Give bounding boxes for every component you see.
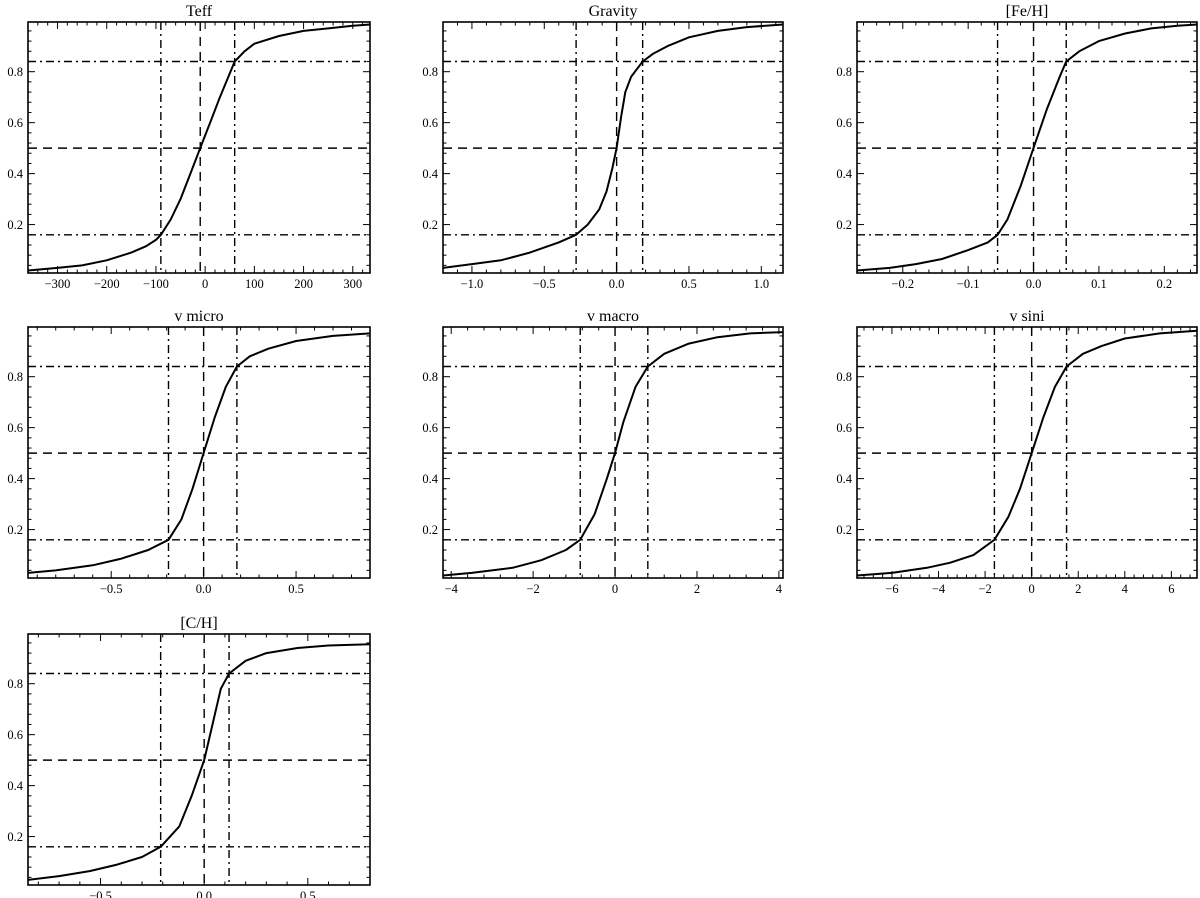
x-tick-label: 2 — [1075, 582, 1081, 596]
plot-frame — [442, 326, 784, 579]
x-tick-label: −1.0 — [461, 277, 484, 291]
x-tick-label: −100 — [143, 277, 169, 291]
x-tick-label: 0.0 — [1026, 277, 1042, 291]
y-tick-label: 0.8 — [7, 370, 23, 384]
series-line — [857, 23, 1197, 272]
x-tick-label: −4 — [932, 582, 946, 596]
x-tick-label: 0 — [612, 582, 618, 596]
series-line — [28, 643, 370, 881]
series-line — [28, 332, 370, 574]
panel-6: −6 −4 −2 0 2 4 6 0.2 0.4 0.6 0.8 v sini — [836, 308, 1198, 596]
panel-4: −0.5 0.0 0.5 0.2 0.4 0.6 0.8 v micro — [7, 308, 371, 596]
y-tick-label: 0.8 — [836, 65, 852, 79]
x-tick-label: −6 — [885, 582, 898, 596]
x-tick-label: 0 — [202, 277, 208, 291]
x-tick-label: 0.1 — [1091, 277, 1107, 291]
y-tick-label: 0.2 — [836, 523, 852, 537]
x-tick-label: −0.5 — [100, 582, 123, 596]
x-tick-label: 4 — [1122, 582, 1129, 596]
panel-title: v macro — [587, 308, 639, 325]
x-tick-label: 0.0 — [196, 889, 212, 898]
panel-5: −4 −2 0 2 4 0.2 0.4 0.6 0.8 v macro — [422, 308, 784, 596]
panel-7: −0.5 0.0 0.5 0.2 0.4 0.6 0.8 [C/H] — [7, 615, 371, 898]
x-tick-label: −0.5 — [89, 889, 112, 898]
panel-3: −0.2 −0.1 0.0 0.1 0.2 0.2 0.4 0.6 0.8 [Fe/H] — [836, 3, 1198, 291]
panel-1: −300 −200 −100 0 100 200 300 0.2 0.4 0.6 0.8 Teff — [7, 3, 371, 291]
plot-frame — [27, 326, 371, 579]
series-line — [443, 23, 783, 269]
y-tick-label: 0.6 — [422, 116, 438, 130]
y-tick-label: 0.8 — [7, 65, 23, 79]
y-tick-label: 0.6 — [7, 421, 23, 435]
y-tick-label: 0.8 — [422, 65, 438, 79]
series-line — [443, 331, 783, 577]
panel-title: v micro — [174, 308, 223, 325]
y-tick-label: 0.6 — [836, 421, 852, 435]
x-tick-label: −200 — [94, 277, 120, 291]
y-tick-label: 0.4 — [836, 167, 852, 181]
y-tick-label: 0.8 — [7, 677, 23, 691]
y-tick-label: 0.6 — [422, 421, 438, 435]
y-tick-label: 0.2 — [836, 218, 852, 232]
x-tick-label: −300 — [45, 277, 71, 291]
y-tick-label: 0.2 — [422, 218, 438, 232]
x-tick-label: −2 — [526, 582, 539, 596]
x-tick-label: 0.5 — [681, 277, 697, 291]
plot-frame — [856, 326, 1198, 579]
y-tick-label: 0.2 — [422, 523, 438, 537]
y-tick-label: 0.2 — [7, 523, 23, 537]
x-tick-label: 100 — [245, 277, 264, 291]
x-tick-label: −0.1 — [957, 277, 980, 291]
y-tick-label: 0.4 — [7, 779, 23, 793]
x-tick-label: 4 — [776, 582, 783, 596]
y-tick-label: 0.4 — [422, 472, 438, 486]
x-tick-label: −0.5 — [533, 277, 556, 291]
x-tick-label: 0.5 — [288, 582, 304, 596]
y-tick-label: 0.4 — [7, 472, 23, 486]
y-tick-label: 0.2 — [7, 830, 23, 844]
plot-frame — [27, 21, 371, 274]
series-line — [28, 23, 370, 272]
y-tick-label: 0.8 — [836, 370, 852, 384]
y-tick-label: 0.4 — [422, 167, 438, 181]
panel-title: [Fe/H] — [1006, 3, 1049, 20]
y-tick-label: 0.4 — [7, 167, 23, 181]
x-tick-label: −0.2 — [891, 277, 914, 291]
x-tick-label: 300 — [343, 277, 362, 291]
x-tick-label: −2 — [978, 582, 991, 596]
x-tick-label: 6 — [1168, 582, 1174, 596]
x-tick-label: 0.5 — [300, 889, 316, 898]
panel-2: −1.0 −0.5 0.0 0.5 1.0 0.2 0.4 0.6 0.8 Gravity — [422, 3, 784, 291]
plot-frame — [27, 633, 371, 886]
x-tick-label: 200 — [294, 277, 313, 291]
y-tick-label: 0.8 — [422, 370, 438, 384]
x-tick-label: 0 — [1029, 582, 1035, 596]
x-tick-label: 0.0 — [196, 582, 212, 596]
y-tick-label: 0.4 — [836, 472, 852, 486]
plot-frame — [442, 21, 784, 274]
y-tick-label: 0.6 — [7, 116, 23, 130]
y-tick-label: 0.2 — [7, 218, 23, 232]
panel-title: Teff — [186, 3, 213, 20]
x-tick-label: 0.0 — [609, 277, 625, 291]
y-tick-label: 0.6 — [836, 116, 852, 130]
x-tick-label: 0.2 — [1156, 277, 1172, 291]
panel-title: v sini — [1009, 308, 1045, 325]
x-tick-label: 2 — [694, 582, 700, 596]
plot-frame — [856, 21, 1198, 274]
y-tick-label: 0.6 — [7, 728, 23, 742]
x-tick-label: −4 — [445, 582, 459, 596]
series-line — [857, 329, 1197, 577]
x-tick-label: 1.0 — [753, 277, 769, 291]
panel-title: Gravity — [589, 3, 638, 20]
panel-title: [C/H] — [180, 615, 217, 632]
